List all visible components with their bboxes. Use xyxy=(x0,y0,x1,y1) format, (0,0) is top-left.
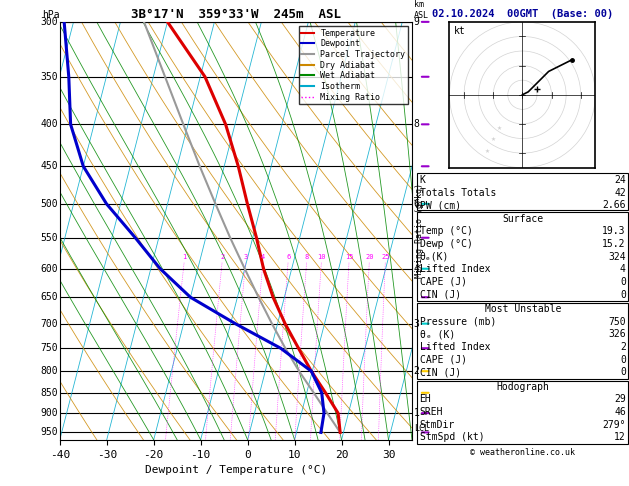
Text: 15.2: 15.2 xyxy=(603,239,626,249)
Text: ★: ★ xyxy=(491,135,496,143)
Text: 0: 0 xyxy=(620,290,626,299)
Text: CAPE (J): CAPE (J) xyxy=(420,277,467,287)
Legend: Temperature, Dewpoint, Parcel Trajectory, Dry Adiabat, Wet Adiabat, Isotherm, Mi: Temperature, Dewpoint, Parcel Trajectory… xyxy=(299,26,408,104)
Text: 500: 500 xyxy=(40,199,58,209)
Text: CIN (J): CIN (J) xyxy=(420,367,460,377)
Text: EH: EH xyxy=(420,395,431,404)
Text: LCL: LCL xyxy=(414,424,429,433)
Text: © weatheronline.co.uk: © weatheronline.co.uk xyxy=(470,448,575,457)
Text: CIN (J): CIN (J) xyxy=(420,290,460,299)
Text: 2: 2 xyxy=(620,342,626,352)
Text: Totals Totals: Totals Totals xyxy=(420,188,496,198)
Text: StmSpd (kt): StmSpd (kt) xyxy=(420,433,484,442)
Text: 650: 650 xyxy=(40,292,58,302)
Text: 2: 2 xyxy=(220,254,225,260)
Text: 550: 550 xyxy=(40,233,58,243)
Text: 12: 12 xyxy=(614,433,626,442)
Text: kt: kt xyxy=(454,26,465,36)
Text: 750: 750 xyxy=(40,343,58,353)
Text: 02.10.2024  00GMT  (Base: 00): 02.10.2024 00GMT (Base: 00) xyxy=(431,9,613,19)
Text: CAPE (J): CAPE (J) xyxy=(420,355,467,364)
Text: Most Unstable: Most Unstable xyxy=(484,304,561,314)
Text: 2.66: 2.66 xyxy=(603,200,626,210)
Text: 324: 324 xyxy=(608,252,626,261)
Text: 4: 4 xyxy=(261,254,265,260)
Text: 1: 1 xyxy=(182,254,187,260)
Text: 42: 42 xyxy=(614,188,626,198)
Text: 326: 326 xyxy=(608,330,626,339)
X-axis label: Dewpoint / Temperature (°C): Dewpoint / Temperature (°C) xyxy=(145,465,327,475)
Text: 6: 6 xyxy=(414,199,420,209)
Text: ★: ★ xyxy=(496,123,501,132)
Text: 2: 2 xyxy=(414,366,420,376)
Text: 24: 24 xyxy=(614,175,626,185)
Text: 29: 29 xyxy=(614,395,626,404)
Text: 6: 6 xyxy=(286,254,291,260)
Text: PW (cm): PW (cm) xyxy=(420,200,460,210)
Text: 350: 350 xyxy=(40,72,58,82)
Text: 700: 700 xyxy=(40,319,58,329)
Text: Pressure (mb): Pressure (mb) xyxy=(420,317,496,327)
Text: Dewp (°C): Dewp (°C) xyxy=(420,239,472,249)
Text: km
ASL: km ASL xyxy=(414,0,429,20)
Text: 15: 15 xyxy=(345,254,353,260)
Text: 46: 46 xyxy=(614,407,626,417)
Text: 750: 750 xyxy=(608,317,626,327)
Text: 950: 950 xyxy=(40,427,58,437)
Text: hPa: hPa xyxy=(42,10,60,20)
Text: 4: 4 xyxy=(414,264,420,274)
Text: Hodograph: Hodograph xyxy=(496,382,549,392)
Text: θₑ (K): θₑ (K) xyxy=(420,330,455,339)
Text: Surface: Surface xyxy=(502,214,543,224)
Text: 3: 3 xyxy=(414,319,420,329)
Text: Mixing Ratio (g/kg): Mixing Ratio (g/kg) xyxy=(415,183,424,278)
Text: 400: 400 xyxy=(40,120,58,129)
Text: 4: 4 xyxy=(620,264,626,274)
Text: 1: 1 xyxy=(414,408,420,418)
Text: Temp (°C): Temp (°C) xyxy=(420,226,472,236)
Text: Lifted Index: Lifted Index xyxy=(420,264,490,274)
Text: Lifted Index: Lifted Index xyxy=(420,342,490,352)
Text: θₑ(K): θₑ(K) xyxy=(420,252,449,261)
Text: 10: 10 xyxy=(317,254,326,260)
Title: 3B°17'N  359°33'W  245m  ASL: 3B°17'N 359°33'W 245m ASL xyxy=(131,8,341,21)
Text: 450: 450 xyxy=(40,161,58,171)
Text: 8: 8 xyxy=(304,254,309,260)
Text: 3: 3 xyxy=(243,254,248,260)
Text: 300: 300 xyxy=(40,17,58,27)
Text: 900: 900 xyxy=(40,408,58,418)
Text: 800: 800 xyxy=(40,366,58,376)
Text: 0: 0 xyxy=(620,355,626,364)
Text: 600: 600 xyxy=(40,264,58,274)
Text: 850: 850 xyxy=(40,388,58,398)
Text: ★: ★ xyxy=(485,146,490,155)
Text: 0: 0 xyxy=(620,277,626,287)
Text: SREH: SREH xyxy=(420,407,443,417)
Text: K: K xyxy=(420,175,425,185)
Text: 20: 20 xyxy=(365,254,374,260)
Text: 0: 0 xyxy=(620,367,626,377)
Text: 279°: 279° xyxy=(603,420,626,430)
Text: 25: 25 xyxy=(381,254,390,260)
Text: 8: 8 xyxy=(414,120,420,129)
Text: StmDir: StmDir xyxy=(420,420,455,430)
Text: 9: 9 xyxy=(414,17,420,27)
Text: 19.3: 19.3 xyxy=(603,226,626,236)
